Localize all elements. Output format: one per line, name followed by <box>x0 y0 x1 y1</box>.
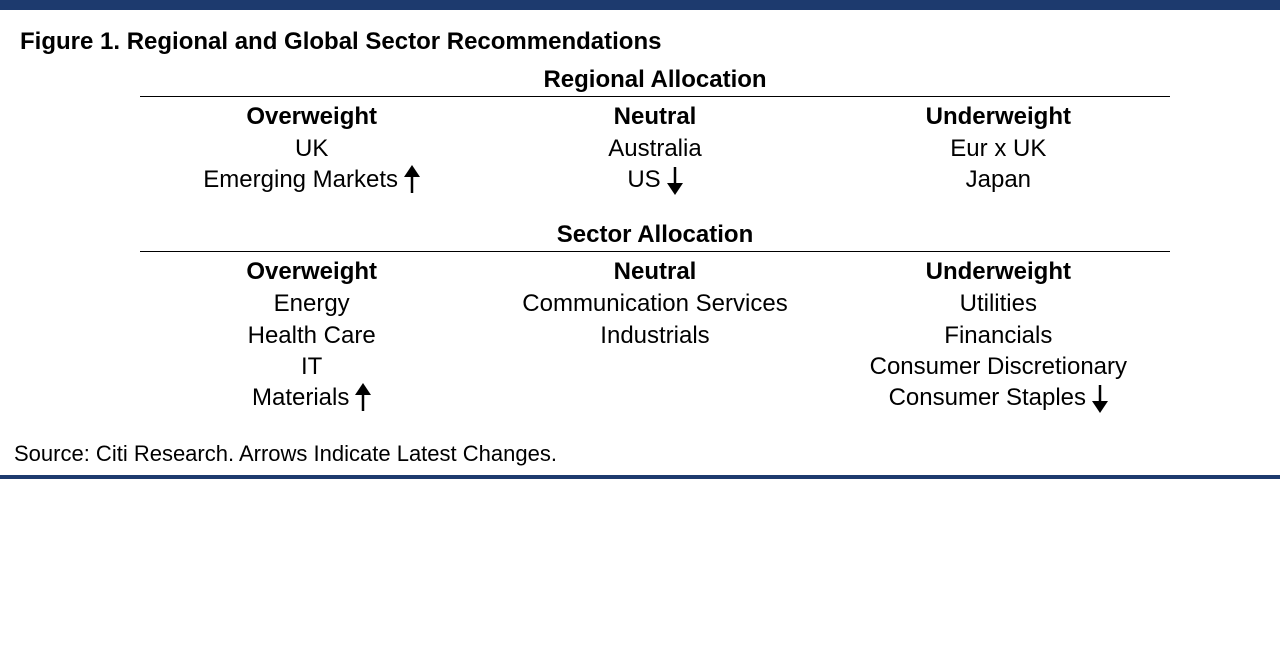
allocation-item: Eur x UK <box>950 133 1046 164</box>
section-title: Regional Allocation <box>140 66 1170 94</box>
arrow-up-icon <box>404 165 420 195</box>
allocation-item: Japan <box>966 164 1031 195</box>
column-items: Communication ServicesIndustrials <box>483 288 826 350</box>
item-label: Eur x UK <box>950 133 1046 164</box>
column-header: Overweight <box>140 258 483 286</box>
item-label: Utilities <box>960 288 1037 319</box>
allocation-item: Financials <box>944 320 1052 351</box>
item-label: US <box>627 164 660 195</box>
allocation-column: UnderweightEur x UKJapan <box>827 103 1170 195</box>
column-items: Eur x UKJapan <box>827 133 1170 195</box>
item-label: Financials <box>944 320 1052 351</box>
allocation-item: Energy <box>274 288 350 319</box>
top-bar <box>0 0 1280 10</box>
figure-container: Figure 1. Regional and Global Sector Rec… <box>0 0 1280 479</box>
arrow-down-icon <box>667 165 683 195</box>
allocation-item: Australia <box>608 133 701 164</box>
allocation-column: OverweightEnergyHealth CareITMaterials <box>140 258 483 413</box>
columns-row: OverweightEnergyHealth CareITMaterialsNe… <box>140 258 1170 413</box>
column-items: UtilitiesFinancialsConsumer Discretionar… <box>827 288 1170 413</box>
column-items: UKEmerging Markets <box>140 133 483 195</box>
item-label: Communication Services <box>522 288 787 319</box>
item-label: Industrials <box>600 320 709 351</box>
column-items: EnergyHealth CareITMaterials <box>140 288 483 413</box>
allocation-item: Materials <box>252 382 371 413</box>
arrow-up-icon <box>355 383 371 413</box>
allocation-item: Consumer Staples <box>889 382 1108 413</box>
section-title: Sector Allocation <box>140 221 1170 249</box>
item-label: Consumer Discretionary <box>870 351 1127 382</box>
allocation-item: Utilities <box>960 288 1037 319</box>
column-header: Underweight <box>827 258 1170 286</box>
bottom-bar <box>0 475 1280 479</box>
allocation-tables: Regional AllocationOverweightUKEmerging … <box>0 66 1280 413</box>
source-note: Source: Citi Research. Arrows Indicate L… <box>14 441 1280 467</box>
item-label: Energy <box>274 288 350 319</box>
allocation-section: Sector Allocation OverweightEnergyHealth … <box>140 221 1170 413</box>
allocation-item: Communication Services <box>522 288 787 319</box>
arrow-down-icon <box>1092 383 1108 413</box>
allocation-section: Regional Allocation OverweightUKEmerging … <box>140 66 1170 195</box>
allocation-column: NeutralAustraliaUS <box>483 103 826 195</box>
item-label: Emerging Markets <box>203 164 398 195</box>
allocation-item: UK <box>295 133 328 164</box>
allocation-item: Emerging Markets <box>203 164 420 195</box>
column-header: Neutral <box>483 258 826 286</box>
column-header: Overweight <box>140 103 483 131</box>
column-items: AustraliaUS <box>483 133 826 195</box>
figure-title: Figure 1. Regional and Global Sector Rec… <box>20 28 1280 56</box>
section-rule <box>140 251 1170 252</box>
allocation-item: Industrials <box>600 320 709 351</box>
column-header: Neutral <box>483 103 826 131</box>
allocation-column: NeutralCommunication ServicesIndustrials <box>483 258 826 413</box>
item-label: Materials <box>252 382 349 413</box>
columns-row: OverweightUKEmerging MarketsNeutralAustr… <box>140 103 1170 195</box>
allocation-item: Health Care <box>248 320 376 351</box>
section-rule <box>140 96 1170 97</box>
item-label: Consumer Staples <box>889 382 1086 413</box>
allocation-item: US <box>627 164 682 195</box>
allocation-item: IT <box>301 351 322 382</box>
item-label: Health Care <box>248 320 376 351</box>
item-label: UK <box>295 133 328 164</box>
column-header: Underweight <box>827 103 1170 131</box>
item-label: Japan <box>966 164 1031 195</box>
item-label: Australia <box>608 133 701 164</box>
item-label: IT <box>301 351 322 382</box>
allocation-item: Consumer Discretionary <box>870 351 1127 382</box>
allocation-column: OverweightUKEmerging Markets <box>140 103 483 195</box>
allocation-column: UnderweightUtilitiesFinancialsConsumer D… <box>827 258 1170 413</box>
